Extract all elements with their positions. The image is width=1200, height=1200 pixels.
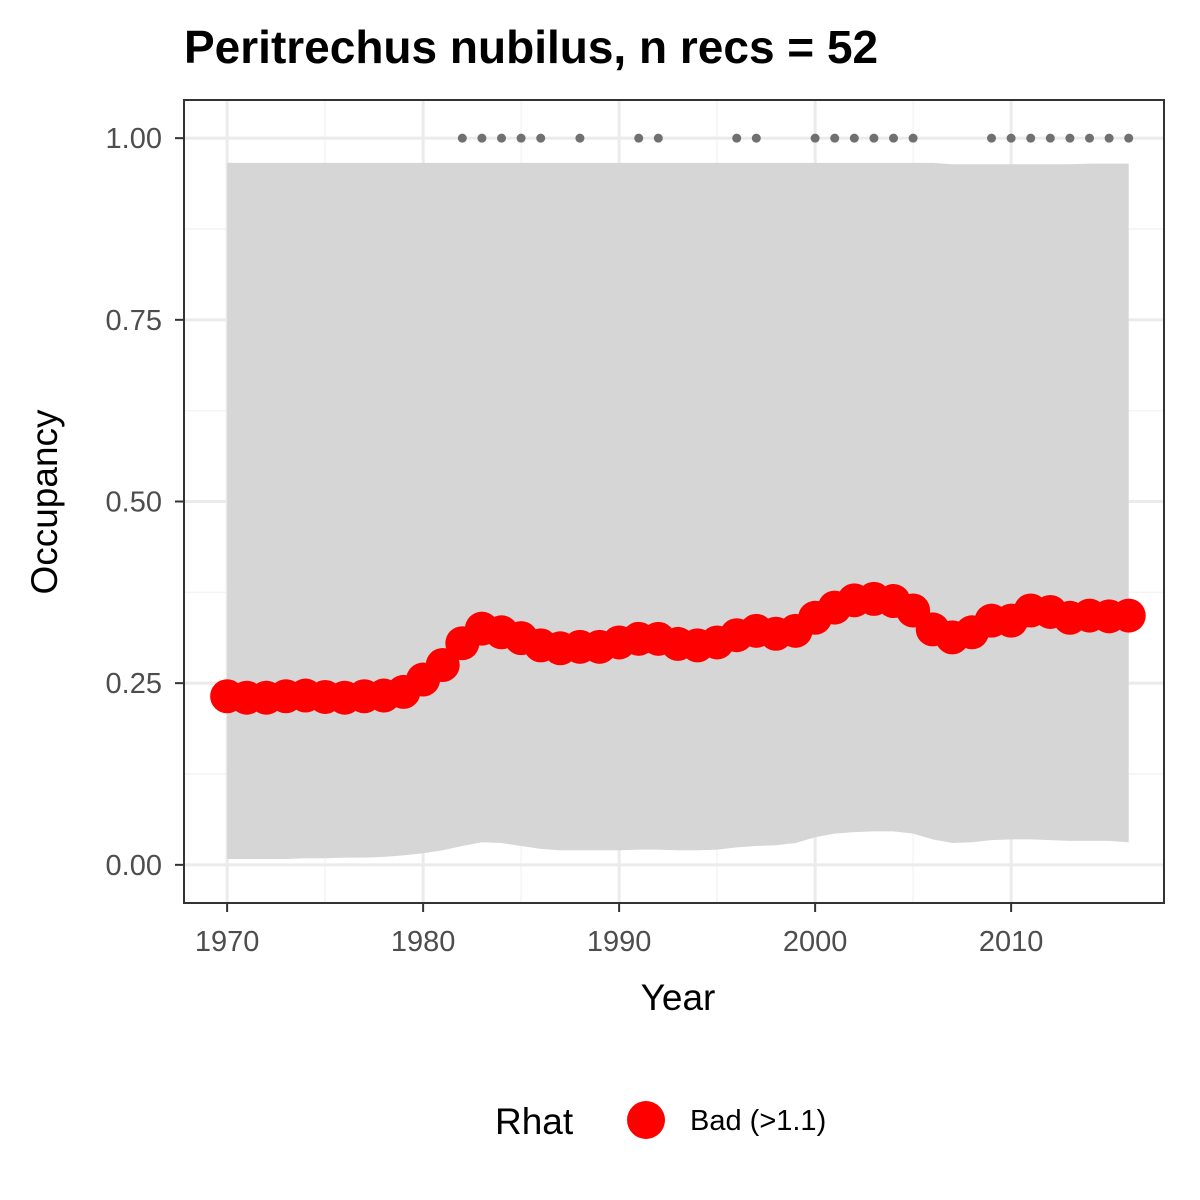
occupancy-series-layer bbox=[210, 581, 1146, 715]
chart-title: Peritrechus nubilus, n recs = 52 bbox=[184, 21, 878, 73]
record-dot bbox=[516, 133, 526, 143]
record-dot bbox=[908, 133, 918, 143]
axes: 1970 1980 1990 2000 2010 0.00 0.25 0.50 0.75 1.00 bbox=[106, 123, 1044, 958]
x-tick-label: 1970 bbox=[195, 926, 260, 958]
record-dot bbox=[497, 133, 507, 143]
legend-key-bad-rhat bbox=[627, 1101, 665, 1139]
record-dot bbox=[830, 133, 840, 143]
occupancy-point bbox=[1111, 598, 1146, 633]
legend-label-bad-rhat: Bad (>1.1) bbox=[690, 1105, 826, 1137]
record-dot bbox=[810, 133, 820, 143]
record-dot bbox=[1006, 133, 1016, 143]
x-tick-label: 1980 bbox=[391, 926, 456, 958]
x-axis-title: Year bbox=[641, 977, 716, 1018]
record-dot bbox=[477, 133, 487, 143]
x-tick-label: 1990 bbox=[587, 926, 652, 958]
record-dot bbox=[653, 133, 663, 143]
y-tick-label: 0.50 bbox=[106, 487, 162, 519]
record-dot bbox=[732, 133, 742, 143]
record-dot bbox=[634, 133, 644, 143]
record-dot bbox=[1026, 133, 1036, 143]
record-dot bbox=[575, 133, 585, 143]
y-tick-label: 1.00 bbox=[106, 123, 162, 155]
record-dots-layer bbox=[457, 133, 1134, 143]
record-dot bbox=[457, 133, 467, 143]
x-tick-label: 2010 bbox=[979, 926, 1044, 958]
record-dot bbox=[536, 133, 546, 143]
credible-interval-ribbon bbox=[227, 162, 1129, 859]
legend-title: Rhat bbox=[495, 1101, 574, 1142]
record-dot bbox=[1065, 133, 1075, 143]
y-tick-label: 0.25 bbox=[106, 668, 162, 700]
record-dot bbox=[1085, 133, 1095, 143]
record-dot bbox=[1124, 133, 1134, 143]
occupancy-point bbox=[425, 648, 460, 683]
record-dot bbox=[1045, 133, 1055, 143]
credible-interval-ribbon-layer bbox=[227, 162, 1129, 859]
record-dot bbox=[869, 133, 879, 143]
y-tick-label: 0.00 bbox=[106, 850, 162, 882]
record-dot bbox=[889, 133, 899, 143]
record-dot bbox=[987, 133, 997, 143]
legend: Rhat Bad (>1.1) bbox=[495, 1101, 826, 1142]
y-axis-title: Occupancy bbox=[24, 409, 65, 595]
y-tick-label: 0.75 bbox=[106, 305, 162, 337]
record-dot bbox=[751, 133, 761, 143]
x-tick-label: 2000 bbox=[783, 926, 848, 958]
record-dot bbox=[849, 133, 859, 143]
record-dot bbox=[1104, 133, 1114, 143]
